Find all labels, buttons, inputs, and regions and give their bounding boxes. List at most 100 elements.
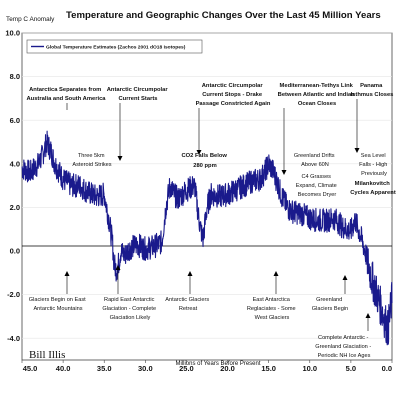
annotation-line: Falls - High [359,162,387,168]
y-axis-ticks: 10.0 8.0 6.0 4.0 2.0 0.0 -2.0 -4.0 [5,29,20,343]
annotation-line: Three 5km [78,153,105,159]
annotation-line: Current Stops - Drake [202,92,263,98]
annotation-tethys-closes: Mediterranean-Tethys Link Between Atlant… [278,83,357,107]
annotation-line: Periodic NH Ice Ages [318,353,371,359]
legend-box [26,39,203,54]
annotation-line: Passage Constricted Again [196,101,271,107]
annotation-line: Current Starts [119,96,158,102]
arrow-up-icon [273,271,279,276]
annotation-line: Between Atlantic and Indian [278,92,356,98]
arrow-down-icon [354,148,360,153]
annotation-line: Glaciation - Complete [102,306,156,312]
gridlines [22,32,392,339]
x-tick-label: 40.0 [56,364,71,373]
annotation-line: Mediterranean-Tethys Link [280,83,354,89]
annotation-sea-level-falls: Sea Level Falls - High Previously [359,153,389,177]
annotation-line: West Glaciers [255,315,290,321]
top-annotations: Antarctica Separates from Australia and … [26,83,395,198]
y-tick-label: 2.0 [10,203,20,212]
x-tick-label: 5.0 [346,364,356,373]
annotation-line: Expand, Climate [296,183,337,189]
x-tick-label: 15.0 [261,364,276,373]
bottom-leader-lines [64,265,371,331]
arrow-up-icon [342,275,348,280]
annotation-line: Isthmus Closes [351,92,394,98]
annotation-line: Rapid East Antarctic [104,297,155,303]
annotation-line: Antarctic Glaciers [165,297,209,303]
x-tick-label: 35.0 [97,364,112,373]
annotation-c4-grasses: C4 Grasses Expand, Climate Becomes Dryer [296,174,339,198]
temperature-series-line [21,130,393,346]
legend-entry: Global Temperature Estimates (Zachos 200… [46,45,186,51]
annotation-line: Greenland Glaciation - [315,344,371,350]
arrow-down-icon [117,156,123,161]
chart-title: Temperature and Geographic Changes Over … [66,10,381,21]
annotation-line: Previously [361,171,387,177]
annotation-line: Australia and South America [26,96,106,102]
annotation-antarctica-separates: Antarctica Separates from Australia and … [26,87,106,102]
annotation-line: East Antarctica [253,297,291,303]
arrow-up-icon [115,265,121,270]
y-axis-label: Temp C Anomaly [6,16,55,23]
annotation-glaciers-begin: Glaciers Begin on East Antarctic Mountai… [29,297,87,312]
annotation-rapid-glaciation: Rapid East Antarctic Glaciation - Comple… [102,297,157,321]
x-tick-label: 30.0 [138,364,153,373]
x-tick-label: 0.0 [382,364,392,373]
plot-area [21,32,393,361]
annotation-line: Antarctic Circumpolar [107,87,169,93]
y-tick-label: 6.0 [10,116,20,125]
x-tick-label: 10.0 [302,364,317,373]
arrow-down-icon [196,150,202,155]
top-leader-lines [66,99,360,175]
annotation-line: CO2 Falls Below [181,153,227,159]
x-axis-ticks: 45.0 40.0 35.0 30.0 25.0 20.0 15.0 10.0 5.0 0.0 [21,360,393,373]
y-tick-label: 10.0 [5,29,20,38]
annotation-greenland-glaciers: Greenland Glaciers Begin [312,297,348,312]
watermark-signature: Bill Illis [29,349,65,361]
annotation-line: 280 ppm [193,163,217,169]
annotation-line: Greenland Drifts [294,153,335,159]
legend: Global Temperature Estimates (Zachos 200… [26,39,203,54]
annotation-glaciers-retreat: Antarctic Glaciers Retreat [165,297,210,312]
annotation-line: Glaciers Begin on East [29,297,86,303]
annotation-line: Cycles Apparent [350,190,396,196]
annotation-line: Above 60N [301,162,329,168]
annotation-asteroid-strikes: Three 5km Asteroid Strikes [72,153,111,168]
arrow-up-icon [365,313,371,318]
y-tick-label: 8.0 [10,72,20,81]
annotation-panama-closes: Panama Isthmus Closes [351,83,394,98]
bottom-annotations: Glaciers Begin on East Antarctic Mountai… [29,297,373,359]
annotation-line: Panama [360,83,383,89]
annotation-line: Sea Level [361,153,386,159]
y-tick-label: -4.0 [7,334,20,343]
arrow-down-icon [281,170,287,175]
annotation-acc-starts: Antarctic Circumpolar Current Starts [107,87,170,102]
annotation-line: Antarctic Mountains [33,306,82,312]
annotation-line: Retreat [179,306,198,312]
annotation-line: Glaciation Likely [110,315,151,321]
annotation-acc-stops: Antarctic Circumpolar Current Stops - Dr… [196,83,271,107]
annotation-line: Glaciers Begin [312,306,348,312]
x-tick-label: 20.0 [220,364,235,373]
annotation-reglaciates: East Antarctica Reglaciates - Some West … [247,297,297,321]
annotation-line: Antarctic Circumpolar [202,83,264,89]
annotation-greenland-drifts: Greenland Drifts Above 60N [294,153,336,168]
y-tick-label: 4.0 [10,159,20,168]
annotation-line: Reglaciates - Some [247,306,296,312]
arrow-up-icon [187,271,193,276]
annotation-line: Complete Antarctic - [318,335,368,341]
x-tick-label: 45.0 [23,364,38,373]
annotation-complete-glaciation: Complete Antarctic - Greenland Glaciatio… [315,335,373,359]
annotation-milankovitch: Milankovitch Cycles Apparent [350,181,396,196]
annotation-co2-falls: CO2 Falls Below 280 ppm [181,153,228,169]
y-tick-label: 0.0 [10,247,20,256]
y-tick-label: -2.0 [7,290,20,299]
annotation-line: Ocean Closes [298,101,336,107]
annotation-line: Milankovitch [355,181,391,187]
x-tick-label: 25.0 [179,364,194,373]
x-axis-label: Millions of Years Before Present [175,361,260,367]
annotation-line: C4 Grasses [301,174,331,180]
annotation-line: Antarctica Separates from [29,87,101,93]
annotation-line: Greenland [316,297,342,303]
